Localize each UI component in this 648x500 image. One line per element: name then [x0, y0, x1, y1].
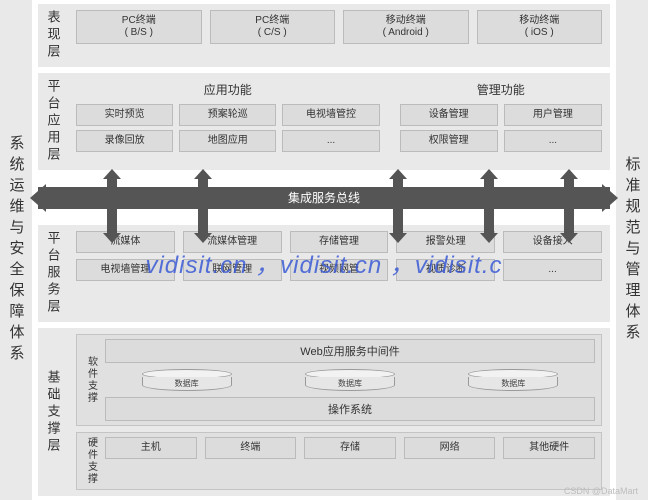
- os-banner: 操作系统: [105, 397, 595, 421]
- layer-label: 平台服务层: [38, 225, 68, 322]
- terminal-chip: PC终端( B/S ): [76, 10, 202, 44]
- database-icon: 数据库: [305, 369, 395, 391]
- csdn-footer: CSDN @DataMart: [564, 486, 638, 496]
- presentation-layer: 表现层 PC终端( B/S ) PC终端( C/S ) 移动终端( Androi…: [38, 4, 610, 67]
- func-chip: 用户管理: [504, 104, 602, 126]
- layer-label: 基础支撑层: [38, 328, 68, 496]
- database-icon: 数据库: [142, 369, 232, 391]
- hw-chip: 终端: [205, 437, 297, 459]
- service-bus: 集成服务总线: [38, 176, 610, 219]
- terminal-chip: PC终端( C/S ): [210, 10, 336, 44]
- func-chip: 录像回放: [76, 130, 173, 152]
- terminal-chip: 移动终端( Android ): [343, 10, 469, 44]
- func-chip: ...: [504, 130, 602, 152]
- svc-chip: 视频网管: [290, 259, 389, 281]
- func-chip: 实时预览: [76, 104, 173, 126]
- svc-chip: 电视墙管理: [76, 259, 175, 281]
- hw-chip: 网络: [404, 437, 496, 459]
- database-row: 数据库 数据库 数据库: [105, 367, 595, 393]
- layer-label: 平台应用层: [38, 73, 68, 170]
- app-function-group: 应用功能 实时预览 预案轮巡 电视墙管控 录像回放 地图应用 ...: [76, 79, 380, 152]
- bus-arrow-vert-icon: [484, 178, 494, 234]
- svc-chip: 联网管理: [183, 259, 282, 281]
- bus-arrow-vert-icon: [107, 178, 117, 234]
- infrastructure-layer: 基础支撑层 软件支撑 Web应用服务中间件 数据库 数据库 数据库 操作系统: [38, 328, 610, 496]
- svc-chip: 流媒体: [76, 231, 175, 253]
- hardware-support-panel: 硬件支撑 主机 终端 存储 网络 其他硬件: [76, 432, 602, 490]
- web-middleware: Web应用服务中间件: [105, 339, 595, 363]
- bus-bar: 集成服务总线: [38, 187, 610, 209]
- left-rail: 系统运维与安全保障体系: [0, 0, 32, 500]
- func-chip: 预案轮巡: [179, 104, 276, 126]
- bus-arrow-vert-icon: [393, 178, 403, 234]
- func-chip: 权限管理: [400, 130, 498, 152]
- architecture-diagram: 系统运维与安全保障体系 表现层 PC终端( B/S ) PC终端( C/S ) …: [0, 0, 648, 500]
- right-rail-label: 标准规范与管理体系: [622, 156, 643, 345]
- terminal-chip: 移动终端( iOS ): [477, 10, 603, 44]
- svc-chip: 设备接入: [503, 231, 602, 253]
- bus-arrow-vert-icon: [198, 178, 208, 234]
- bus-arrow-right-icon: [602, 184, 618, 212]
- left-rail-label: 系统运维与安全保障体系: [6, 135, 27, 366]
- center-column: 表现层 PC终端( B/S ) PC终端( C/S ) 移动终端( Androi…: [32, 0, 616, 500]
- func-chip: 设备管理: [400, 104, 498, 126]
- platform-service-layer: 平台服务层 流媒体 流媒体管理 存储管理 报警处理 设备接入 电视墙管理 联网管…: [38, 225, 610, 322]
- svc-chip: 视质诊断: [396, 259, 495, 281]
- right-rail: 标准规范与管理体系: [616, 0, 648, 500]
- platform-app-layer: 平台应用层 应用功能 实时预览 预案轮巡 电视墙管控 录像回放 地图应用: [38, 73, 610, 170]
- svc-chip: ...: [503, 259, 602, 281]
- software-support-panel: 软件支撑 Web应用服务中间件 数据库 数据库 数据库 操作系统: [76, 334, 602, 426]
- hw-chip: 主机: [105, 437, 197, 459]
- database-icon: 数据库: [468, 369, 558, 391]
- mgmt-function-group: 管理功能 设备管理 用户管理 权限管理 ...: [400, 79, 602, 152]
- layer-label: 表现层: [38, 4, 68, 67]
- func-chip: 地图应用: [179, 130, 276, 152]
- func-chip: ...: [282, 130, 379, 152]
- svc-chip: 存储管理: [290, 231, 389, 253]
- hw-chip: 其他硬件: [503, 437, 595, 459]
- bus-arrow-vert-icon: [564, 178, 574, 234]
- hw-chip: 存储: [304, 437, 396, 459]
- terminal-row: PC终端( B/S ) PC终端( C/S ) 移动终端( Android ) …: [76, 10, 602, 44]
- func-chip: 电视墙管控: [282, 104, 379, 126]
